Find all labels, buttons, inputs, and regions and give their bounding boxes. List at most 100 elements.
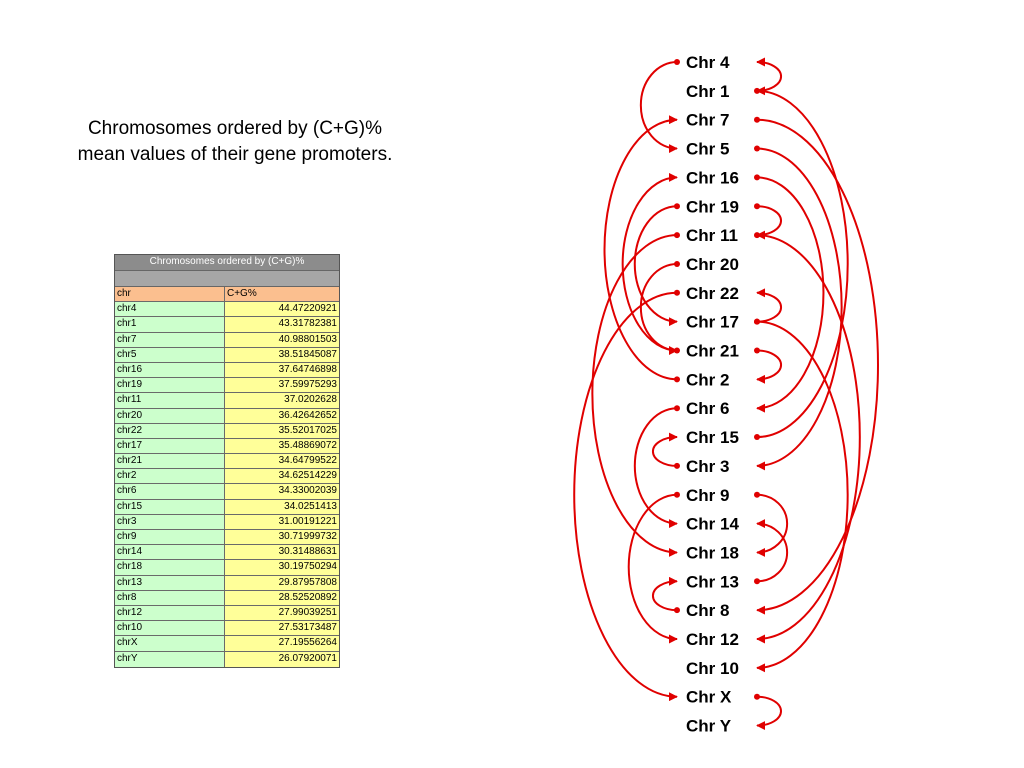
cell-chr: chr9: [115, 530, 225, 545]
arc-start-dot: [754, 145, 760, 152]
cell-cg-value: 37.59975293: [225, 378, 339, 393]
chromosome-label: Chr 2: [686, 370, 729, 389]
table-row: chr21 34.64799522: [115, 454, 339, 470]
chromosome-label: Chr 21: [686, 342, 739, 361]
cell-cg-value: 28.52520892: [225, 590, 339, 605]
chromosome-label: Chr X: [686, 688, 732, 707]
cell-chr: chr7: [115, 332, 225, 347]
table-row: chrY 26.07920071: [115, 651, 339, 667]
table-title: Chromosomes ordered by (C+G)%: [115, 255, 339, 271]
cell-chr: chr11: [115, 393, 225, 408]
connection-arc: [756, 234, 861, 644]
chromosome-label: Chr 5: [686, 140, 729, 159]
connection-arc: [756, 147, 843, 471]
connection-arc: [633, 407, 678, 529]
caption-line-2: mean values of their gene promoters.: [77, 144, 393, 165]
table-row: chrX 27.19556264: [115, 636, 339, 652]
connection-arc: [652, 576, 678, 612]
cell-chr: chr8: [115, 590, 225, 605]
arc-start-dot: [674, 405, 680, 412]
chromosome-label: Chr 10: [686, 659, 739, 678]
cell-cg-value: 30.31488631: [225, 545, 339, 560]
table-row: chr19 37.59975293: [115, 378, 339, 394]
table-row: chr15 34.0251413: [115, 499, 339, 515]
cell-chr: chr22: [115, 423, 225, 438]
connection-arc: [756, 519, 789, 583]
cell-chr: chr6: [115, 484, 225, 499]
cell-cg-value: 40.98801503: [225, 332, 339, 347]
chromosome-label: Chr 22: [686, 284, 739, 303]
table-row: chr14 30.31488631: [115, 545, 339, 561]
arcs-layer: [573, 57, 879, 731]
cell-cg-value: 34.0251413: [225, 499, 339, 514]
chromosome-label: Chr 17: [686, 313, 739, 332]
chromosome-label: Chr 4: [686, 53, 730, 72]
arc-start-dot: [674, 491, 680, 498]
table-row: chr11 37.0202628: [115, 393, 339, 409]
arc-start-dot: [754, 116, 760, 123]
cell-cg-value: 37.0202628: [225, 393, 339, 408]
arc-start-dot: [754, 203, 760, 210]
cell-cg-value: 35.48869072: [225, 438, 339, 454]
chromosome-label: Chr 15: [686, 428, 739, 447]
table-row: chr13 29.87957808: [115, 575, 339, 591]
cell-cg-value: 36.42642652: [225, 408, 339, 423]
table-row: chr8 28.52520892: [115, 590, 339, 606]
connection-arc: [573, 291, 678, 702]
connection-arc: [639, 61, 678, 154]
table-row: chr18 30.19750294: [115, 560, 339, 576]
chromosome-label: Chr 20: [686, 255, 739, 274]
cell-cg-value: 44.47220921: [225, 302, 339, 317]
table-row: chr9 30.71999732: [115, 530, 339, 546]
connection-arc: [756, 176, 825, 413]
chromosome-label: Chr 13: [686, 572, 739, 591]
arc-start-dot: [674, 59, 680, 65]
arc-start-dot: [754, 347, 760, 354]
table-row: chr12 27.99039251: [115, 605, 339, 622]
arc-start-dot: [674, 462, 680, 469]
caption-line-1: Chromosomes ordered by (C+G)%: [87, 118, 383, 139]
cell-cg-value: 34.62514229: [225, 469, 339, 484]
chromosome-label: Chr 14: [686, 515, 739, 534]
cell-cg-value: 26.07920071: [225, 651, 339, 667]
chromosome-label: Chr 18: [686, 543, 739, 562]
cell-cg-value: 27.19556264: [225, 636, 339, 651]
cell-cg-value: 34.33002039: [225, 484, 339, 499]
cell-cg-value: 31.00191221: [225, 514, 339, 529]
table-row: chr16 37.64746898: [115, 362, 339, 379]
table-row: chr1 43.31782381: [115, 317, 339, 333]
cell-cg-value: 37.64746898: [225, 362, 339, 378]
chromosome-label: Chr 16: [686, 168, 739, 187]
chromosome-label: Chr 3: [686, 457, 729, 476]
table-blank-row: [115, 271, 339, 287]
arc-start-dot: [674, 260, 680, 267]
table-row: chr2 34.62514229: [115, 469, 339, 485]
arc-start-dot: [674, 232, 680, 239]
chromosome-label: Chr 9: [686, 486, 729, 505]
cell-chr: chr18: [115, 560, 225, 575]
cell-chr: chr19: [115, 378, 225, 393]
chromosome-label: Chr 7: [686, 111, 729, 130]
cell-chr: chr4: [115, 302, 225, 317]
cell-cg-value: 30.19750294: [225, 560, 339, 575]
table-row: chr4 44.47220921: [115, 302, 339, 318]
arc-start-dot: [674, 203, 680, 210]
page-caption: Chromosomes ordered by (C+G)% mean value…: [40, 116, 430, 168]
table-row: chr3 31.00191221: [115, 514, 339, 530]
cell-chr: chr15: [115, 499, 225, 514]
arc-start-dot: [754, 578, 760, 585]
connection-arc: [756, 695, 782, 731]
arc-start-dot: [754, 693, 760, 700]
cell-chr: chr14: [115, 545, 225, 560]
cell-cg-value: 34.64799522: [225, 454, 339, 469]
table-row: chr7 40.98801503: [115, 332, 339, 348]
arc-start-dot: [754, 491, 760, 498]
cell-chr: chr21: [115, 454, 225, 469]
arc-start-dot: [674, 376, 680, 383]
arc-start-dot: [754, 434, 760, 441]
labels-layer: Chr 4 Chr 1 Chr 7 Chr 5 Chr 16 Chr 19 Chr 11 Ch…: [686, 53, 739, 736]
connection-arc: [756, 288, 782, 323]
connection-arc: [756, 349, 782, 384]
chromosome-table: Chromosomes ordered by (C+G)% chr C+G% c…: [114, 254, 340, 668]
